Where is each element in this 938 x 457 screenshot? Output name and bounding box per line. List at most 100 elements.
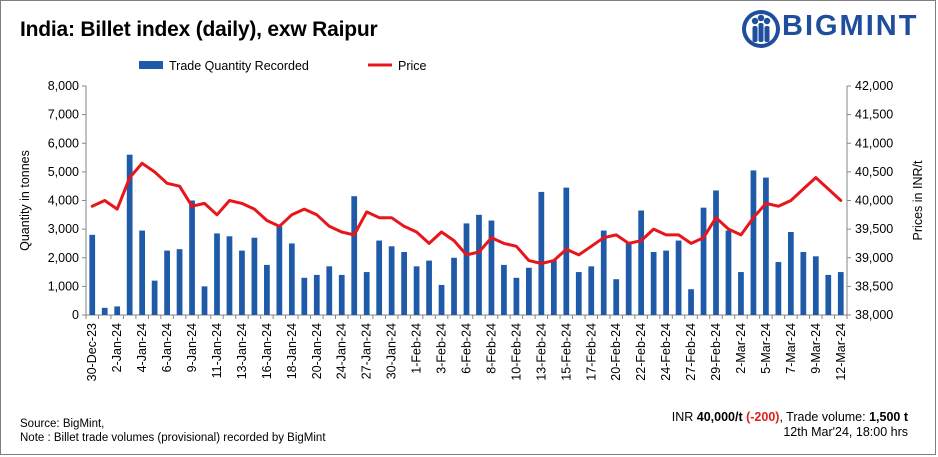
x-tick-label: 13-Jan-24: [235, 323, 249, 379]
source-line: Source: BigMint,: [20, 418, 105, 430]
right-tick-label: 38,000: [855, 308, 893, 322]
bar: [713, 190, 719, 315]
left-tick-label: 5,000: [48, 165, 79, 179]
summary-volume-label: , Trade volume:: [779, 410, 870, 424]
bar: [638, 210, 645, 315]
bar: [526, 267, 532, 315]
left-tick-label: 1,000: [48, 279, 79, 293]
bar: [214, 233, 220, 315]
bar: [476, 214, 482, 315]
bar: [201, 286, 208, 315]
bar: [675, 240, 682, 315]
bar: [301, 277, 308, 315]
x-tick-label: 22-Feb-24: [634, 323, 648, 381]
y-axis-right-title: Prices in INR/t: [911, 160, 925, 240]
bar: [226, 236, 233, 315]
left-tick-label: 6,000: [48, 136, 79, 150]
bar: [738, 272, 744, 315]
summary-price: 40,000/t: [696, 410, 743, 424]
axis-labels: 0 1,000 2,000 3,000 4,000 5,000 6,000 7,000 8,00…: [18, 79, 925, 381]
bar: [363, 272, 370, 315]
bigmint-logo: [742, 10, 780, 48]
left-tick-label: 3,000: [48, 222, 79, 236]
bar: [787, 231, 794, 315]
bar: [650, 252, 657, 315]
right-tick-label: 39,500: [855, 222, 893, 236]
x-tick-label: 15-Feb-24: [559, 323, 573, 381]
bar: [688, 289, 694, 315]
summary-volume: 1,500 t: [869, 410, 908, 424]
left-tick-label: 2,000: [48, 251, 79, 265]
legend-bar-swatch: [139, 61, 163, 69]
x-tick-label: 10-Feb-24: [509, 323, 523, 381]
source-note: Source: BigMint, Note : Billet trade vol…: [20, 417, 326, 445]
bar: [588, 266, 595, 315]
bar: [775, 262, 782, 315]
x-tick-label: 2-Mar-24: [734, 323, 748, 374]
left-tick-label: 7,000: [48, 108, 79, 122]
bar: [239, 250, 245, 315]
x-tick-label: 20-Jan-24: [310, 323, 324, 379]
x-tick-label: 12-Mar-24: [834, 323, 848, 381]
left-tick-label: 4,000: [48, 194, 79, 208]
x-tick-label: 30-Jan-24: [385, 323, 399, 379]
x-tick-label: 27-Feb-24: [684, 323, 698, 381]
x-tick-label: 11-Jan-24: [210, 323, 224, 378]
bar: [488, 220, 495, 315]
bar: [501, 264, 507, 315]
x-tick-label: 24-Feb-24: [659, 323, 673, 381]
x-tick-label: 29-Feb-24: [709, 323, 723, 381]
bar: [189, 200, 195, 315]
brand-name: BIGMINT: [782, 10, 919, 42]
right-tick-label: 41,500: [855, 108, 893, 122]
right-tick-label: 41,000: [855, 136, 893, 150]
x-tick-label: 6-Feb-24: [460, 323, 474, 374]
x-tick-label: 30-Dec-23: [85, 323, 99, 381]
chart-title: India: Billet index (daily), exw Raipur: [20, 18, 378, 41]
right-tick-label: 39,000: [855, 251, 893, 265]
bar: [176, 249, 183, 315]
note-line: Note : Billet trade volumes (provisional…: [20, 432, 326, 444]
summary-prefix: INR: [671, 410, 697, 424]
summary-timestamp: 12th Mar'24, 18:00 hrs: [783, 425, 908, 439]
x-tick-label: 17-Feb-24: [584, 323, 598, 381]
bar: [725, 230, 732, 315]
bar: [313, 274, 320, 315]
bar: [750, 170, 757, 315]
left-tick-label: 0: [72, 308, 79, 322]
x-tick-label: 7-Mar-24: [784, 323, 798, 374]
bar: [600, 230, 607, 315]
bar: [351, 196, 358, 315]
bar: [663, 250, 669, 315]
bar: [812, 256, 819, 315]
bar: [326, 266, 333, 315]
bar: [613, 279, 620, 315]
x-tick-label: 24-Jan-24: [335, 323, 349, 379]
summary-line: INR 40,000/t (-200), Trade volume: 1,500…: [672, 410, 908, 425]
price-summary: INR 40,000/t (-200), Trade volume: 1,500…: [672, 410, 908, 440]
bar: [438, 284, 445, 315]
bar: [288, 243, 295, 315]
bigmint-emblem-icon: [742, 10, 780, 48]
bar: [800, 252, 807, 315]
legend-line-label: Price: [398, 59, 427, 73]
bar: [550, 260, 557, 315]
bar: [451, 257, 457, 315]
bar: [401, 252, 407, 315]
bar: [625, 243, 632, 315]
x-tick-label: 9-Mar-24: [809, 323, 823, 374]
bar: [413, 266, 420, 315]
bar-series: [89, 154, 844, 315]
bar: [338, 274, 345, 315]
x-tick-label: 27-Jan-24: [360, 323, 374, 379]
right-tick-label: 40,000: [855, 194, 893, 208]
x-tick-label: 2-Jan-24: [110, 323, 124, 372]
bar: [563, 187, 570, 315]
bar: [700, 207, 707, 315]
bar: [376, 240, 383, 315]
legend: Trade Quantity Recorded Price: [139, 59, 427, 73]
x-tick-label: 4-Jan-24: [135, 323, 149, 372]
bar: [251, 237, 258, 315]
bar: [151, 280, 158, 315]
